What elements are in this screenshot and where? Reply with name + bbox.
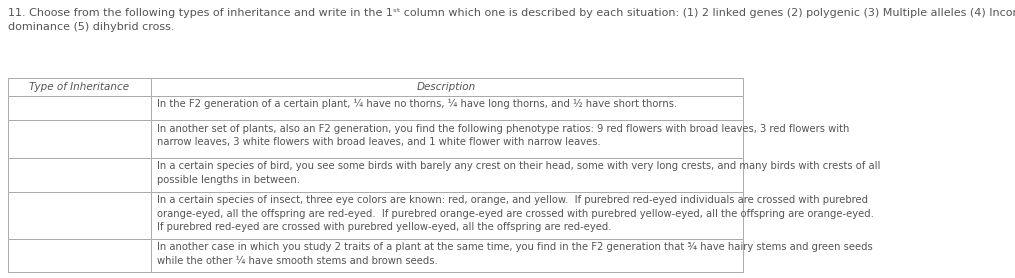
Bar [7, 120, 151, 158]
Bar [7, 78, 151, 96]
Bar [151, 158, 743, 192]
Text: In another case in which you study 2 traits of a plant at the same time, you fin: In another case in which you study 2 tra… [157, 242, 873, 265]
Bar [7, 239, 151, 272]
Bar [151, 120, 743, 158]
Bar [7, 158, 151, 192]
Bar [151, 239, 743, 272]
Bar [7, 192, 151, 239]
Text: 11. Choose from the following types of inheritance and write in the 1ˢᵗ column w: 11. Choose from the following types of i… [7, 8, 1015, 31]
Bar [151, 78, 743, 96]
Text: In a certain species of bird, you see some birds with barely any crest on their : In a certain species of bird, you see so… [157, 161, 880, 185]
Text: In another set of plants, also an F2 generation, you find the following phenotyp: In another set of plants, also an F2 gen… [157, 124, 850, 147]
Text: Type of Inheritance: Type of Inheritance [29, 82, 129, 92]
Text: Description: Description [417, 82, 476, 92]
Text: In a certain species of insect, three eye colors are known: red, orange, and yel: In a certain species of insect, three ey… [157, 195, 874, 232]
Text: In the F2 generation of a certain plant, ¼ have no thorns, ¼ have long thorns, a: In the F2 generation of a certain plant,… [157, 99, 677, 110]
Bar [151, 96, 743, 120]
Bar [7, 96, 151, 120]
Bar [151, 192, 743, 239]
